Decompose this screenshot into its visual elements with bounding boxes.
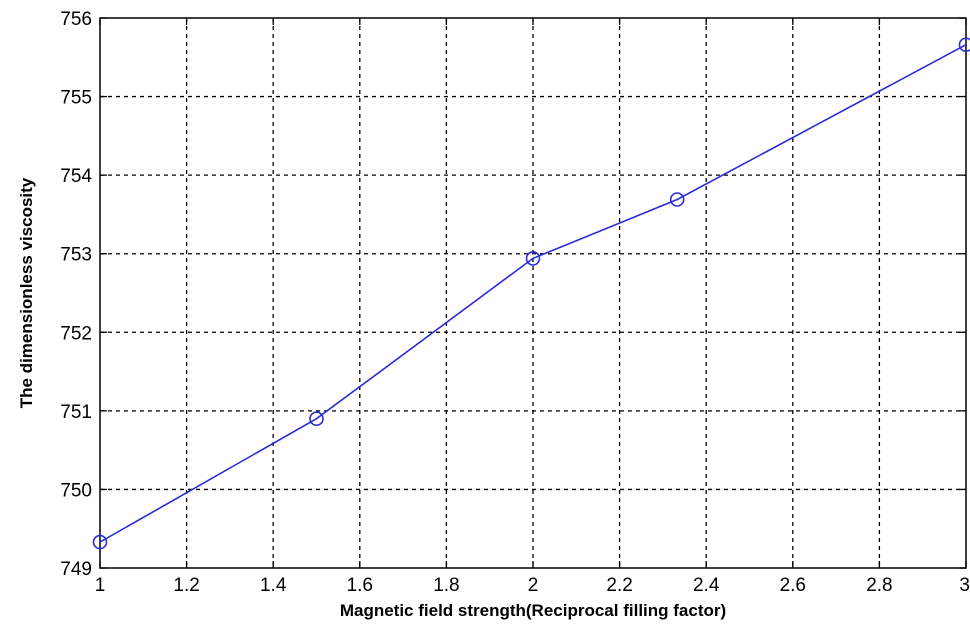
data-point bbox=[669, 192, 685, 207]
x-tick-label: 2.2 bbox=[606, 575, 632, 596]
y-axis-title: The dimensionless viscosity bbox=[17, 177, 36, 408]
y-tick-label: 753 bbox=[60, 245, 92, 266]
x-tick-label: 3 bbox=[959, 575, 970, 596]
x-tick-label: 1.4 bbox=[260, 575, 287, 596]
x-tick-label: 1.8 bbox=[433, 575, 459, 596]
series-line bbox=[99, 43, 967, 543]
y-tick-label: 752 bbox=[60, 323, 92, 344]
x-tick-label: 2.8 bbox=[866, 575, 892, 596]
series-group bbox=[92, 37, 970, 550]
data-point bbox=[525, 251, 541, 266]
y-tick-labels: 749 750 751 752 753 754 755 756 bbox=[60, 9, 92, 580]
y-tick-label: 751 bbox=[60, 402, 92, 423]
data-point bbox=[958, 37, 970, 53]
y-tick-label: 755 bbox=[60, 88, 92, 109]
x-axis-title: Magnetic field strength(Reciprocal filli… bbox=[340, 601, 726, 620]
y-tick-label: 754 bbox=[60, 166, 92, 187]
x-tick-label: 2.4 bbox=[693, 575, 720, 596]
y-tick-label: 750 bbox=[60, 480, 92, 501]
data-point bbox=[309, 411, 324, 427]
axis-ticks bbox=[99, 17, 967, 569]
x-tick-label: 1.6 bbox=[347, 575, 373, 596]
data-point bbox=[92, 534, 108, 550]
x-tick-labels: 1 1.2 1.4 1.6 1.8 2 2.2 2.4 2.6 2.8 3 bbox=[95, 575, 970, 596]
x-tick-label: 2 bbox=[528, 575, 539, 596]
y-tick-label: 749 bbox=[60, 559, 92, 580]
x-tick-label: 2.6 bbox=[780, 575, 806, 596]
grid-lines bbox=[100, 18, 966, 568]
x-tick-label: 1 bbox=[95, 575, 106, 596]
y-tick-label: 756 bbox=[60, 9, 92, 30]
x-tick-label: 1.2 bbox=[173, 575, 199, 596]
